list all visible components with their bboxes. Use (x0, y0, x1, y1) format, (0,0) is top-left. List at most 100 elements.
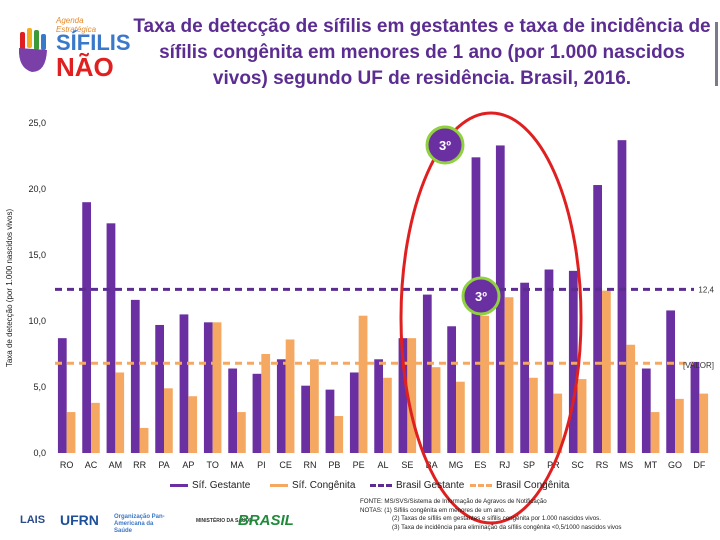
bar-gestante-pr (544, 269, 554, 453)
x-tick-label: SP (523, 460, 535, 470)
bar-gestante-ba (422, 294, 432, 453)
y-tick-label: 20,0 (28, 184, 46, 194)
bar-gestante-ma (228, 368, 238, 453)
bar-congenita-ba (431, 367, 441, 453)
chart-title: Taxa de detecção de sífilis em gestantes… (132, 14, 712, 92)
x-tick-label: RJ (499, 460, 510, 470)
x-tick-label: DF (693, 460, 705, 470)
bar-gestante-se (398, 338, 408, 453)
logo-ufrn: UFRN (60, 512, 99, 528)
bar-congenita-ap (188, 396, 198, 453)
bar-gestante-am (106, 223, 116, 453)
bar-gestante-rn (301, 385, 311, 453)
bar-congenita-se (407, 338, 417, 453)
bar-congenita-ac (91, 402, 100, 453)
legend-label-congenita: Síf. Congênita (292, 480, 356, 491)
rank-badge-label: 3º (439, 138, 451, 153)
rank-badge (461, 276, 501, 316)
note-notas: NOTAS: (1) Sífilis congênita em menores … (360, 506, 506, 514)
legend-label-gestante: Síf. Gestante (192, 480, 251, 491)
x-tick-label: SE (401, 460, 413, 470)
logo-brasil: BRASIL (238, 512, 294, 529)
x-tick-label: BA (426, 460, 438, 470)
bar-gestante-rr (130, 299, 140, 453)
title-line-1: Taxa de detecção de sífilis em gestantes… (133, 16, 711, 37)
legend-dash-brasil-congenita (470, 483, 492, 487)
note-3: (3) Taxa de incidência para eliminação d… (392, 523, 622, 531)
x-tick-label: RO (60, 460, 74, 470)
x-tick-label: PB (328, 460, 340, 470)
bar-congenita-rs (602, 290, 611, 453)
bar-gestante-ap (179, 314, 189, 453)
legend-gestante: Síf. Gestante (170, 480, 250, 491)
bar-congenita-pa (164, 388, 173, 453)
x-tick-label: MT (644, 460, 657, 470)
legend-brasil-congenita: Brasil Congênita (470, 480, 569, 491)
bar-gestante-pb (325, 389, 335, 453)
bar-congenita-go (675, 398, 684, 453)
logo-lais: LAIS (20, 514, 46, 526)
legend-dash-brasil-gestante (370, 483, 392, 487)
bar-gestante-al (374, 359, 384, 453)
x-tick-label: MA (230, 460, 244, 470)
highlight-ellipse (399, 111, 583, 525)
bar-gestante-ac (82, 202, 92, 453)
bar-congenita-pi (261, 354, 271, 453)
bar-congenita-ro (66, 412, 76, 453)
y-tick-label: 10,0 (28, 316, 46, 326)
legend-congenita: Síf. Congênita (270, 480, 355, 491)
logo-word-sifilis: SÍFILIS (56, 30, 131, 55)
x-tick-label: CE (279, 460, 292, 470)
x-tick-label: ES (474, 460, 486, 470)
logo-tagline: Agenda Estratégica (56, 16, 97, 34)
bar-gestante-sp (520, 282, 530, 453)
legend-swatch-congenita (270, 483, 288, 487)
x-tick-label: PI (257, 460, 266, 470)
x-tick-label: AP (182, 460, 194, 470)
reference-label-gestante: 12,4 (698, 285, 714, 294)
decorative-bar (715, 22, 718, 86)
bar-congenita-es (480, 315, 490, 453)
logo-opas: Organização Pan-Americana da Saúde (114, 514, 165, 534)
y-tick-label: 5,0 (33, 382, 46, 392)
x-tick-label: AC (85, 460, 98, 470)
y-tick-label: 0,0 (33, 448, 46, 458)
bar-congenita-mt (650, 412, 660, 453)
bar-gestante-go (666, 310, 676, 453)
legend-swatch-gestante (170, 483, 188, 487)
bar-gestante-pa (155, 324, 165, 453)
x-tick-label: RN (304, 460, 317, 470)
sifilis-nao-logo: Agenda Estratégica SÍFILIS NÃO (10, 10, 131, 82)
bar-congenita-sc (577, 379, 587, 453)
rank-badge (425, 125, 465, 165)
y-axis-label: Taxa de detecção (por 1.000 nascidos viv… (5, 209, 14, 368)
bar-gestante-rj (495, 145, 505, 453)
bar-gestante-ms (617, 140, 627, 453)
x-tick-label: GO (668, 460, 682, 470)
bar-congenita-ce (285, 339, 295, 453)
x-tick-label: PE (353, 460, 365, 470)
bar-congenita-to (212, 322, 222, 453)
note-fonte: FONTE: MS/SVS/Sistema de Informação de A… (360, 498, 547, 505)
legend-brasil-gestante: Brasil Gestante (370, 480, 464, 491)
y-tick-label: 15,0 (28, 250, 46, 260)
rank-badge-label: 3º (475, 289, 487, 304)
bar-congenita-al (383, 377, 392, 453)
title-line-3: vivos) segundo UF de residência. Brasil,… (212, 68, 632, 89)
bar-congenita-ms (626, 344, 636, 453)
bar-congenita-df (699, 393, 709, 453)
bar-gestante-ce (276, 359, 286, 453)
x-tick-label: MS (620, 460, 634, 470)
x-tick-label: MG (449, 460, 464, 470)
bar-congenita-pb (334, 416, 344, 453)
x-tick-label: PA (158, 460, 169, 470)
source-notes: FONTE: MS/SVS/Sistema de Informação de A… (360, 498, 621, 532)
legend-label-brasil-gestante: Brasil Gestante (396, 480, 465, 491)
x-tick-label: SC (571, 460, 584, 470)
bar-congenita-ma (237, 412, 246, 453)
x-tick-label: RS (596, 460, 609, 470)
bar-gestante-to (203, 322, 213, 453)
title-line-2: sífilis congênita em menores de 1 ano (p… (159, 42, 685, 63)
y-tick-label: 25,0 (28, 118, 46, 128)
